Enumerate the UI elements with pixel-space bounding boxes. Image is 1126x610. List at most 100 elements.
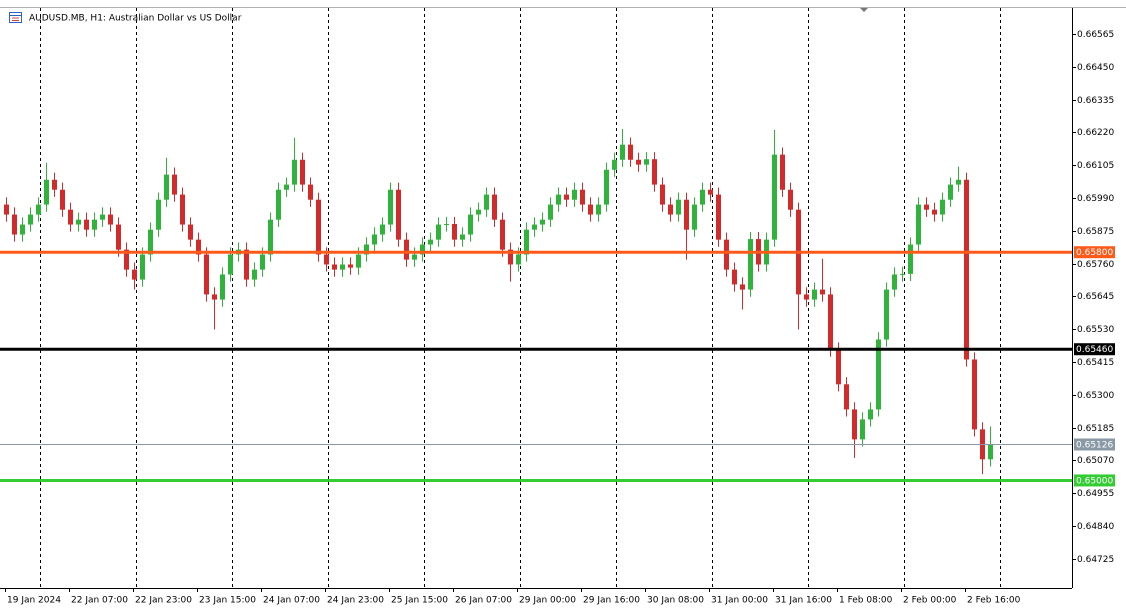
candle-body [676, 199, 681, 215]
level-label: 0.65000 [1076, 476, 1113, 486]
x-tick-label: 25 Jan 15:00 [391, 596, 448, 606]
y-tick-label: 0.66335 [1077, 96, 1114, 106]
x-tick-label: 19 Jan 2024 [7, 596, 61, 606]
candle-body [220, 274, 225, 300]
candle-body [580, 189, 585, 205]
candle-body [52, 179, 57, 190]
candle-body [932, 209, 937, 215]
candle-body [412, 254, 417, 260]
candle-body [244, 249, 249, 280]
candle-body [908, 244, 913, 274]
y-tick-label: 0.64840 [1077, 522, 1114, 532]
candle-body [388, 189, 393, 225]
candle-body [268, 219, 273, 255]
x-tick-label: 1 Feb 08:00 [839, 596, 893, 606]
x-tick-label: 22 Jan 23:00 [135, 596, 192, 606]
candle-body [724, 239, 729, 270]
candle-body [124, 249, 129, 270]
shift-marker [860, 8, 868, 12]
candle-body [500, 219, 505, 250]
candle-body [60, 189, 65, 210]
candle-body [484, 194, 489, 210]
candle-body [156, 199, 161, 230]
candle-body [900, 273, 905, 275]
candle-body [644, 159, 649, 165]
candle-body [868, 409, 873, 420]
chart-title: AUDUSD.MB, H1: Australian Dollar vs US D… [29, 14, 242, 24]
y-tick-label: 0.65875 [1077, 227, 1114, 237]
candle-body [12, 214, 17, 235]
candle-body [924, 204, 929, 210]
candle-body [468, 214, 473, 235]
candle-body [108, 214, 113, 225]
candle-body [308, 184, 313, 200]
candle-body [948, 184, 953, 200]
candle-body [508, 249, 513, 265]
candle-body [812, 289, 817, 300]
candle-body [972, 359, 977, 430]
candle-body [116, 224, 121, 250]
candle-body [172, 174, 177, 195]
candle-body [780, 154, 785, 190]
candle-body [204, 254, 209, 295]
candle-body [180, 194, 185, 225]
level-label: 0.65800 [1076, 248, 1113, 258]
candle-body [940, 199, 945, 215]
y-tick-label: 0.66450 [1077, 63, 1114, 73]
candle-body [516, 254, 521, 265]
y-tick-label: 0.65300 [1077, 391, 1114, 401]
candle-body [636, 159, 641, 165]
candle-body [212, 294, 217, 300]
candle-body [460, 234, 465, 240]
candle-body [380, 224, 385, 235]
candle-body [100, 214, 105, 220]
candle-body [252, 269, 257, 280]
candle-body [548, 204, 553, 220]
candle-body [532, 224, 537, 230]
candle-body [692, 204, 697, 230]
candle-body [652, 159, 657, 185]
y-tick-label: 0.65070 [1077, 456, 1114, 466]
candle-body [916, 204, 921, 245]
candle-body [36, 204, 41, 215]
candle-body [700, 189, 705, 205]
candle-body [876, 339, 881, 410]
candle-body [292, 159, 297, 185]
y-tick-label: 0.64725 [1077, 555, 1114, 565]
candle-body [68, 209, 73, 225]
y-tick-label: 0.66220 [1077, 128, 1114, 138]
y-tick-label: 0.65530 [1077, 325, 1114, 335]
y-tick-label: 0.65415 [1077, 358, 1114, 368]
candle-body [276, 189, 281, 220]
candle-body [844, 384, 849, 410]
candle-body [404, 239, 409, 260]
candle-body [196, 239, 201, 255]
candle-body [540, 219, 545, 225]
candle-body [772, 154, 777, 240]
candle-body [140, 254, 145, 280]
candle-body [44, 179, 49, 205]
candle-body [604, 169, 609, 205]
candle-body [284, 184, 289, 190]
x-tick-label: 2 Feb 00:00 [903, 596, 957, 606]
y-tick-label: 0.64955 [1077, 489, 1114, 499]
level-tag [1074, 246, 1115, 259]
candle-body [316, 199, 321, 255]
y-tick-label: 0.65990 [1077, 194, 1114, 204]
candle-body [732, 269, 737, 285]
candle-body [852, 409, 857, 440]
candle-body [684, 199, 689, 230]
candle-body [964, 179, 969, 360]
candle-body [436, 224, 441, 240]
candle-body [628, 144, 633, 160]
candle-body [92, 219, 97, 230]
candle-body [524, 229, 529, 255]
x-tick-label: 24 Jan 23:00 [327, 596, 384, 606]
x-tick-label: 26 Jan 07:00 [455, 596, 512, 606]
symbol-icon [9, 12, 22, 23]
candle-body [452, 223, 457, 240]
candle-body [860, 419, 865, 440]
candle-body [148, 229, 153, 255]
